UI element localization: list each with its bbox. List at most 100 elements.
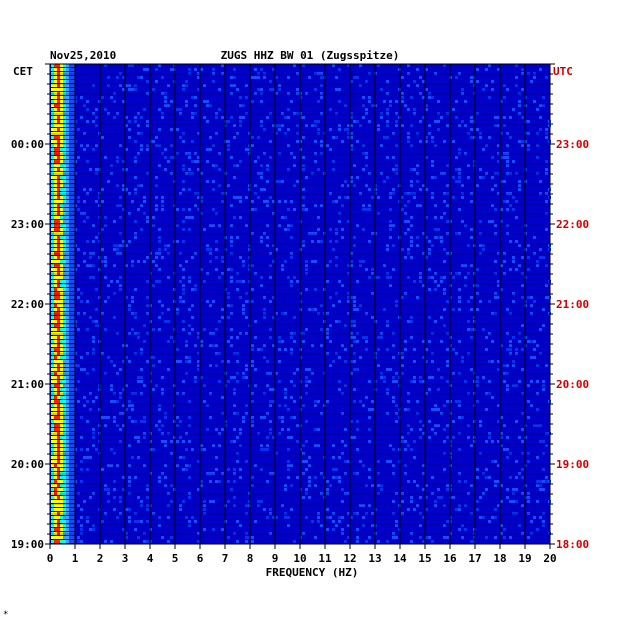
- spectrogram-cell: [69, 164, 72, 167]
- spectrogram-cell: [440, 496, 443, 499]
- spectrogram-cell: [83, 148, 86, 151]
- spectrogram-cell: [57, 132, 60, 135]
- spectrogram-cell: [72, 540, 75, 543]
- spectrogram-cell: [221, 256, 224, 259]
- spectrogram-cell: [494, 312, 497, 315]
- spectrogram-cell: [209, 344, 212, 347]
- left-time-label: 23:00: [11, 218, 44, 231]
- spectrogram-cell: [209, 252, 212, 255]
- spectrogram-cell: [314, 152, 317, 155]
- spectrogram-cell: [69, 320, 72, 323]
- spectrogram-cell: [72, 76, 75, 79]
- spectrogram-cell: [302, 460, 305, 463]
- spectrogram-cell: [467, 176, 470, 179]
- spectrogram-cell: [530, 296, 533, 299]
- spectrogram-cell: [57, 212, 60, 215]
- spectrogram-cell: [536, 456, 539, 459]
- spectrogram-cell: [419, 496, 422, 499]
- spectrogram-cell: [521, 140, 524, 143]
- spectrogram-cell: [506, 232, 509, 235]
- spectrogram-cell: [518, 112, 521, 115]
- spectrogram-cell: [431, 540, 434, 543]
- spectrogram-cell: [80, 540, 83, 543]
- spectrogram-cell: [54, 120, 57, 123]
- spectrogram-cell: [54, 188, 57, 191]
- spectrogram-cell: [182, 84, 185, 87]
- spectrogram-cell: [446, 220, 449, 223]
- spectrogram-cell: [302, 196, 305, 199]
- spectrogram-cell: [518, 184, 521, 187]
- spectrogram-cell: [236, 460, 239, 463]
- spectrogram-cell: [60, 484, 63, 487]
- spectrogram-cell: [116, 400, 119, 403]
- spectrogram-cell: [92, 400, 95, 403]
- spectrogram-cell: [368, 172, 371, 175]
- spectrogram-cell: [66, 132, 69, 135]
- spectrogram-cell: [188, 464, 191, 467]
- spectrogram-cell: [395, 124, 398, 127]
- spectrogram-cell: [281, 428, 284, 431]
- spectrogram-cell: [104, 216, 107, 219]
- spectrogram-cell: [122, 240, 125, 243]
- spectrogram-cell: [266, 168, 269, 171]
- spectrogram-cell: [57, 460, 60, 463]
- spectrogram-cell: [72, 444, 75, 447]
- spectrogram-cell: [377, 540, 380, 543]
- spectrogram-cell: [386, 156, 389, 159]
- spectrogram-cell: [182, 284, 185, 287]
- spectrogram-cell: [161, 536, 164, 539]
- spectrogram-cell: [392, 464, 395, 467]
- spectrogram-cell: [458, 208, 461, 211]
- spectrogram-cell: [287, 464, 290, 467]
- spectrogram-cell: [63, 220, 66, 223]
- spectrogram-cell: [461, 88, 464, 91]
- spectrogram-cell: [338, 88, 341, 91]
- spectrogram-cell: [344, 444, 347, 447]
- spectrogram-cell: [72, 148, 75, 151]
- spectrogram-cell: [389, 284, 392, 287]
- spectrogram-cell: [63, 488, 66, 491]
- spectrogram-cell: [353, 352, 356, 355]
- spectrogram-cell: [80, 516, 83, 519]
- spectrogram-cell: [66, 140, 69, 143]
- spectrogram-cell: [66, 204, 69, 207]
- spectrogram-cell: [329, 340, 332, 343]
- spectrogram-cell: [320, 204, 323, 207]
- spectrogram-cell: [434, 120, 437, 123]
- spectrogram-cell: [191, 304, 194, 307]
- spectrogram-cell: [230, 376, 233, 379]
- spectrogram-cell: [533, 100, 536, 103]
- spectrogram-cell: [512, 208, 515, 211]
- spectrogram-cell: [254, 320, 257, 323]
- spectrogram-cell: [51, 408, 54, 411]
- spectrogram-cell: [251, 208, 254, 211]
- spectrogram-cell: [92, 524, 95, 527]
- spectrogram-cell: [422, 540, 425, 543]
- spectrogram-cell: [347, 536, 350, 539]
- spectrogram-cell: [125, 244, 128, 247]
- spectrogram-cell: [63, 452, 66, 455]
- spectrogram-cell: [80, 116, 83, 119]
- spectrogram-cell: [51, 444, 54, 447]
- spectrogram-cell: [413, 508, 416, 511]
- spectrogram-cell: [128, 476, 131, 479]
- spectrogram-cell: [83, 368, 86, 371]
- spectrogram-cell: [506, 388, 509, 391]
- spectrogram-cell: [63, 184, 66, 187]
- spectrogram-cell: [458, 504, 461, 507]
- spectrogram-cell: [80, 460, 83, 463]
- spectrogram-cell: [54, 308, 57, 311]
- spectrogram-cell: [458, 72, 461, 75]
- spectrogram-cell: [110, 280, 113, 283]
- spectrogram-cell: [128, 84, 131, 87]
- spectrogram-cell: [458, 172, 461, 175]
- spectrogram-cell: [368, 428, 371, 431]
- spectrogram-cell: [440, 280, 443, 283]
- spectrogram-cell: [470, 228, 473, 231]
- spectrogram-cell: [347, 312, 350, 315]
- spectrogram-cell: [416, 484, 419, 487]
- spectrogram-cell: [57, 420, 60, 423]
- spectrogram-cell: [69, 540, 72, 543]
- spectrogram-cell: [233, 196, 236, 199]
- spectrogram-cell: [317, 516, 320, 519]
